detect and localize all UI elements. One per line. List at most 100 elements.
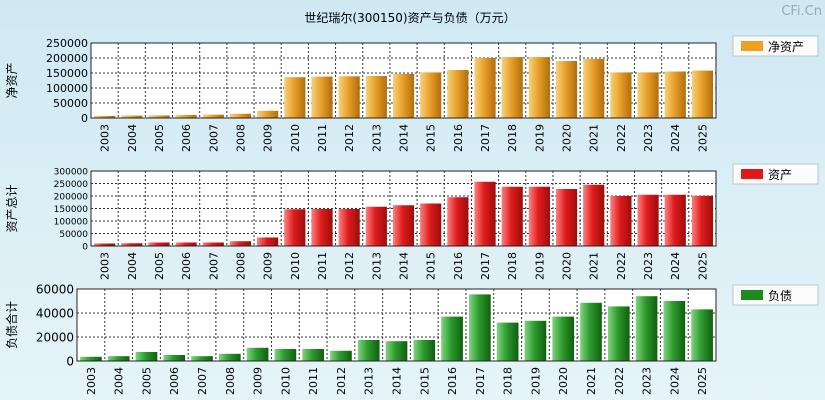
bar: [163, 355, 186, 361]
bar: [135, 352, 158, 361]
bar: [257, 110, 279, 118]
bar: [552, 316, 575, 361]
x-tick-label: 2025: [696, 367, 709, 395]
x-tick-label: 2023: [641, 367, 654, 395]
bar: [191, 356, 213, 361]
x-tick-label: 2012: [335, 367, 348, 395]
bar: [691, 70, 714, 118]
bar: [469, 294, 491, 361]
y-tick-label: 300000: [54, 167, 89, 177]
x-tick-label: 2013: [370, 124, 383, 152]
bar: [664, 71, 686, 118]
plot-frame: [76, 288, 717, 362]
bar: [311, 209, 333, 246]
bar: [637, 72, 659, 118]
x-tick-label: 2004: [126, 124, 139, 152]
x-tick-label: 2020: [561, 252, 574, 280]
x-tick-label: 2014: [398, 252, 411, 280]
bar: [365, 206, 387, 246]
bar: [175, 115, 197, 118]
x-tick-label: 2005: [153, 124, 166, 152]
x-tick-label: 2007: [207, 252, 220, 280]
bar: [420, 72, 442, 118]
x-tick-label: 2009: [252, 367, 265, 395]
bar: [338, 76, 360, 118]
bar: [580, 302, 602, 361]
bar: [474, 58, 496, 118]
legend-label: 负债: [768, 289, 792, 303]
x-tick-label: 2015: [425, 124, 438, 152]
bar: [121, 115, 143, 118]
x-tick-label: 2024: [669, 124, 682, 152]
bar: [528, 186, 550, 246]
bar: [555, 61, 578, 118]
bar: [202, 114, 224, 118]
x-tick-label: 2017: [474, 367, 487, 395]
liabilities-panel: 负债合计 负债 0 20000 40000 60000 2003 2004 2005 2006…: [4, 283, 819, 395]
y-tick-label: 60000: [36, 283, 74, 297]
y-tick-label: 20000: [36, 331, 74, 345]
bar: [357, 340, 380, 361]
total-assets-panel: 资产总计 资产 0 50000 100000 150000 200000 250000 30…: [5, 163, 819, 280]
x-tick-label: 2021: [588, 252, 601, 280]
legend: 净资产: [732, 35, 819, 57]
bar: [202, 242, 224, 246]
bar: [664, 194, 686, 246]
x-tick-label: 2016: [452, 124, 465, 152]
x-tick-label: 2022: [615, 252, 628, 280]
x-tick-label: 2022: [613, 367, 626, 395]
x-tick-label: 2003: [99, 124, 112, 152]
bar: [274, 349, 297, 361]
x-tick-label: 2014: [391, 367, 404, 395]
x-tick-label: 2018: [506, 124, 519, 152]
x-tick-label: 2018: [502, 367, 515, 395]
x-tick-label: 2016: [452, 252, 465, 280]
y-tick-label: 0: [66, 355, 74, 369]
bar: [148, 115, 170, 118]
x-tick-label: 2008: [234, 252, 247, 280]
bar: [691, 309, 713, 361]
x-tick-label: 2016: [446, 367, 459, 395]
x-tick-label: 2006: [168, 367, 181, 395]
bar: [330, 350, 352, 361]
bar: [284, 209, 306, 246]
bar: [555, 189, 578, 246]
y-tick-label: 150000: [46, 67, 88, 80]
x-tick-label: 2023: [642, 252, 655, 280]
bar: [474, 181, 496, 246]
x-tick-label: 2009: [262, 252, 275, 280]
y-axis-label: 负债合计: [4, 301, 19, 349]
x-tick-label: 2011: [316, 252, 329, 280]
bar: [663, 301, 686, 361]
x-tick-label: 2020: [561, 124, 574, 152]
x-tick-label: 2010: [289, 252, 302, 280]
x-tick-label: 2017: [479, 252, 492, 280]
y-tick-label: 40000: [36, 307, 74, 321]
x-tick-label: 2011: [316, 124, 329, 152]
x-tick-label: 2006: [180, 124, 193, 152]
y-tick-label: 50000: [59, 230, 88, 240]
bar: [284, 77, 306, 118]
x-tick-label: 2007: [207, 124, 220, 152]
y-tick-label: 0: [81, 112, 88, 125]
x-tick-label: 2005: [153, 252, 166, 280]
x-tick-label: 2003: [85, 367, 98, 395]
bar: [610, 196, 632, 246]
x-tick-label: 2009: [262, 124, 275, 152]
bar: [229, 241, 252, 246]
bar: [610, 72, 632, 118]
watermark: CFi.Cn: [781, 4, 822, 19]
bar: [302, 349, 324, 361]
x-tick-label: 2015: [418, 367, 431, 395]
x-tick-label: 2017: [479, 124, 492, 152]
bar: [413, 340, 436, 361]
bar: [218, 353, 241, 361]
bar: [107, 356, 130, 361]
x-tick-label: 2020: [557, 367, 570, 395]
x-tick-label: 2013: [370, 252, 383, 280]
plot-frame: [90, 170, 717, 247]
net-assets-panel: 净资产 净资产 0 50000 100000 150000 200000 250000 20…: [5, 35, 819, 152]
x-tick-label: 2004: [126, 252, 139, 280]
bar: [311, 76, 333, 118]
